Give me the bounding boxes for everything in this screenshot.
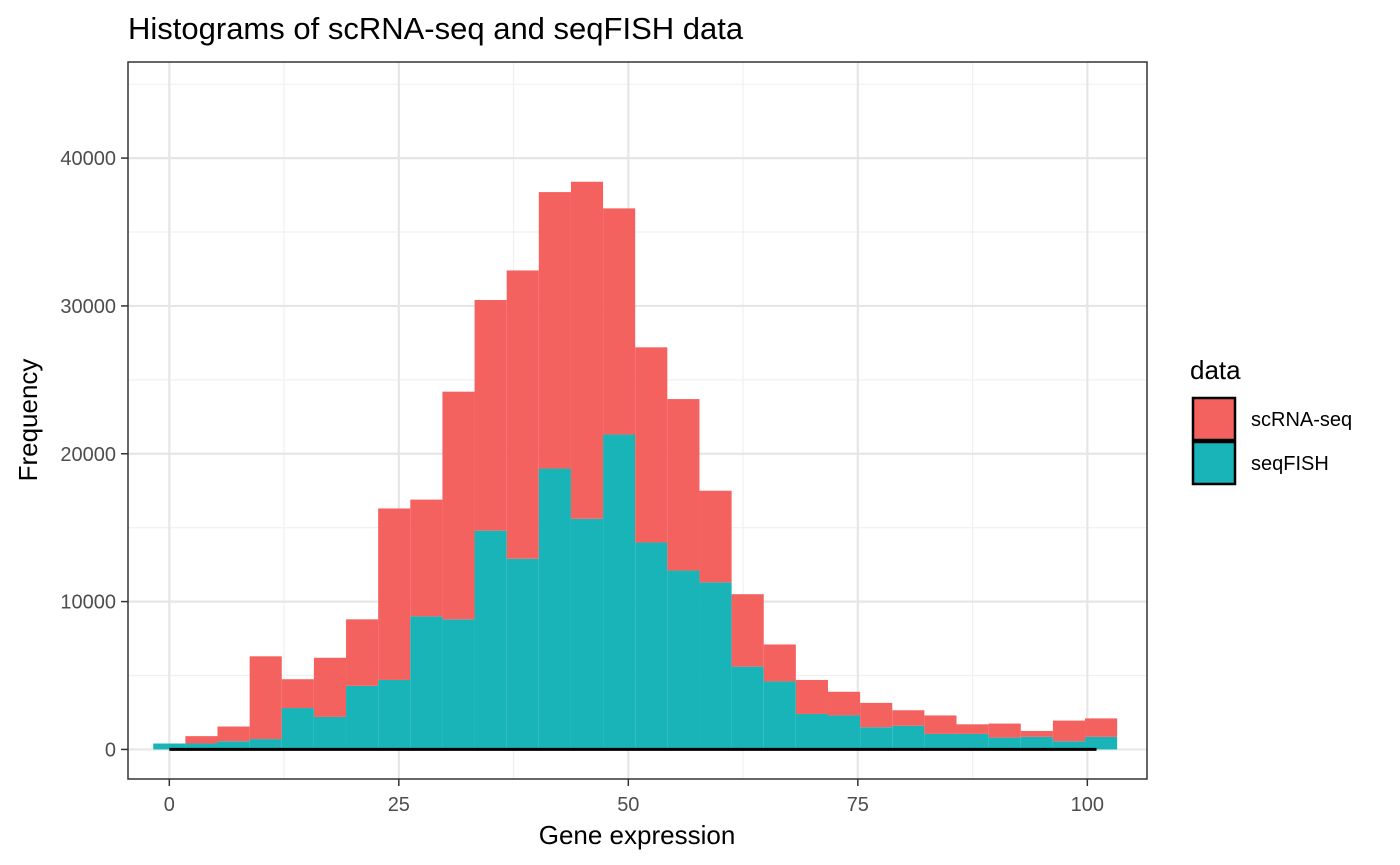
legend-title: data	[1190, 355, 1241, 385]
chart-title: Histograms of scRNA-seq and seqFISH data	[128, 11, 744, 46]
bar-scrna-seq	[860, 702, 893, 728]
bar-seqfish	[699, 582, 732, 750]
bar-scrna-seq	[795, 679, 828, 714]
bar-scrna-seq	[667, 399, 700, 571]
bar-scrna-seq	[313, 657, 347, 717]
bar-scrna-seq	[281, 679, 314, 709]
bar-seqfish	[1085, 736, 1118, 750]
bar-seqfish	[442, 619, 475, 750]
x-tick-label: 0	[164, 794, 175, 816]
y-tick-label: 40000	[60, 148, 116, 170]
x-tick-label: 25	[388, 794, 410, 816]
bar-scrna-seq	[538, 192, 571, 469]
bar-scrna-seq	[442, 391, 475, 620]
bar-scrna-seq	[827, 691, 861, 716]
bar-scrna-seq	[892, 710, 925, 726]
y-tick-label: 30000	[60, 296, 116, 318]
legend-key-scrna-seq	[1191, 396, 1237, 442]
y-tick-label: 20000	[60, 444, 116, 466]
bar-seqfish	[988, 737, 1021, 750]
x-axis-title: Gene expression	[539, 820, 736, 850]
bar-scrna-seq	[570, 181, 604, 519]
histogram-bars	[153, 181, 1118, 750]
bar-scrna-seq	[635, 347, 668, 543]
legend-key-seqfish	[1191, 440, 1237, 486]
bar-scrna-seq	[410, 499, 443, 617]
bar-scrna-seq	[731, 594, 764, 667]
bar-seqfish	[635, 542, 668, 750]
bar-scrna-seq	[988, 723, 1021, 738]
bar-seqfish	[603, 434, 636, 750]
bar-seqfish	[924, 733, 957, 750]
y-axis-title: Frequency	[13, 359, 43, 482]
legend-label-seqfish: seqFISH	[1251, 453, 1329, 475]
bar-seqfish	[667, 570, 700, 750]
bar-seqfish	[153, 743, 186, 750]
bar-seqfish	[281, 708, 314, 750]
bar-scrna-seq	[699, 490, 732, 583]
bar-scrna-seq	[185, 736, 218, 744]
x-tick-label: 100	[1071, 794, 1104, 816]
bar-seqfish	[217, 741, 250, 750]
y-tick-label: 10000	[60, 592, 116, 614]
bar-seqfish	[313, 716, 347, 750]
bar-seqfish	[185, 743, 218, 750]
bar-scrna-seq	[506, 270, 539, 559]
bar-seqfish	[1052, 741, 1086, 750]
bar-scrna-seq	[603, 208, 636, 435]
bar-scrna-seq	[1085, 718, 1118, 737]
bar-seqfish	[860, 727, 893, 750]
bar-seqfish	[506, 558, 539, 750]
legend: data scRNA-seq seqFISH	[1190, 355, 1352, 486]
bar-scrna-seq	[346, 619, 379, 686]
bar-scrna-seq	[249, 656, 282, 740]
bar-seqfish	[956, 733, 989, 750]
y-axis: 0 10000 20000 30000 40000	[60, 148, 128, 761]
x-tick-label: 75	[847, 794, 869, 816]
bar-scrna-seq	[1052, 720, 1086, 742]
bar-seqfish	[570, 518, 604, 750]
bar-scrna-seq	[378, 508, 411, 680]
x-axis: 0 25 50 75 100	[164, 779, 1104, 816]
legend-items: scRNA-seq seqFISH	[1191, 396, 1352, 486]
bar-seqfish	[795, 713, 828, 750]
bar-scrna-seq	[924, 715, 957, 734]
bar-seqfish	[1020, 736, 1053, 750]
plot-panel-border	[127, 61, 1148, 780]
bar-scrna-seq	[956, 724, 989, 734]
bar-scrna-seq	[474, 300, 507, 531]
bar-seqfish	[763, 681, 796, 750]
bar-seqfish	[378, 679, 411, 750]
bar-scrna-seq	[763, 644, 796, 682]
legend-label-scrna-seq: scRNA-seq	[1251, 409, 1352, 431]
bar-seqfish	[731, 666, 764, 750]
bar-seqfish	[249, 739, 282, 750]
bar-seqfish	[410, 616, 443, 750]
bar-seqfish	[892, 725, 925, 750]
bar-seqfish	[474, 530, 507, 750]
bar-seqfish	[346, 685, 379, 750]
bar-scrna-seq	[1020, 730, 1053, 737]
bar-scrna-seq	[217, 726, 250, 742]
bar-seqfish	[827, 715, 861, 750]
bar-seqfish	[538, 468, 571, 750]
x-tick-label: 50	[617, 794, 639, 816]
y-tick-label: 0	[105, 739, 116, 761]
